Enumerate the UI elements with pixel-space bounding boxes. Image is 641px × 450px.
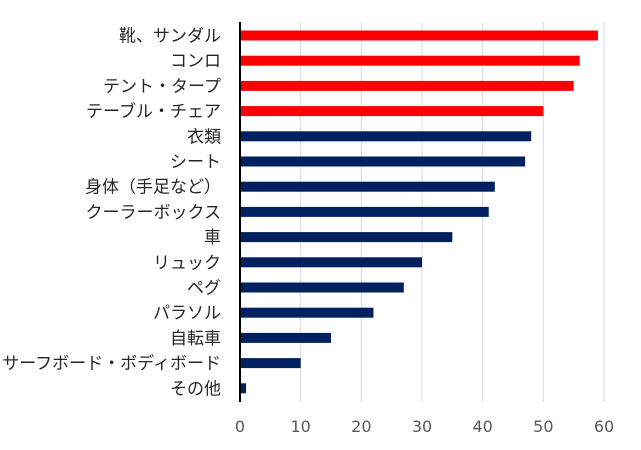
- bar: [240, 257, 422, 268]
- category-label: クーラーボックス: [86, 203, 222, 223]
- x-tick-label: 60: [594, 417, 614, 436]
- x-tick-label: 20: [351, 417, 371, 436]
- bar: [240, 282, 404, 293]
- x-tick-labels: 0 10 20 30 40 50 60: [235, 417, 614, 436]
- category-label: その他: [170, 379, 221, 399]
- category-label: 衣類: [187, 127, 221, 147]
- x-tick-label: 40: [472, 417, 492, 436]
- bar: [240, 232, 453, 243]
- bar: [240, 307, 374, 318]
- category-label: 身体（手足など）: [85, 178, 221, 198]
- category-label: パラソル: [153, 304, 221, 324]
- category-label: 車: [204, 228, 221, 248]
- bar: [240, 181, 495, 192]
- bar: [240, 206, 489, 217]
- bar: [240, 383, 247, 394]
- category-label: 靴、サンダル: [119, 27, 221, 47]
- category-label: コンロ: [170, 52, 221, 72]
- x-tick-label: 10: [290, 417, 310, 436]
- category-label: サーフボード・ボディボード: [2, 353, 221, 374]
- bar: [240, 30, 598, 41]
- bar: [240, 358, 301, 369]
- bar: [240, 131, 532, 142]
- category-label: テーブル・チェア: [86, 101, 221, 122]
- category-label: ペグ: [187, 279, 221, 299]
- x-tick-label: 0: [235, 417, 245, 436]
- bar: [240, 332, 331, 343]
- category-label: リュック: [153, 253, 221, 273]
- category-label: テント・タープ: [103, 77, 221, 97]
- bar: [240, 106, 544, 117]
- category-label: シート: [170, 153, 221, 173]
- bar: [240, 156, 526, 167]
- x-tick-label: 30: [412, 417, 432, 436]
- bars: [240, 30, 598, 394]
- bar: [240, 55, 580, 66]
- category-label: 自転車: [170, 329, 221, 349]
- bar: [240, 80, 574, 91]
- x-tick-label: 50: [533, 417, 553, 436]
